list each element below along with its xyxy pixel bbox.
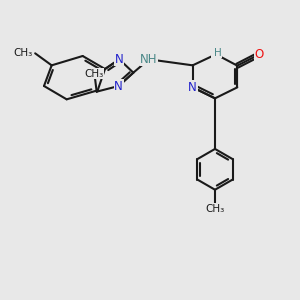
Text: H: H	[214, 48, 221, 58]
Text: CH₃: CH₃	[85, 69, 104, 79]
Text: N: N	[115, 53, 124, 66]
Text: NH: NH	[140, 53, 158, 66]
Text: CH₃: CH₃	[13, 48, 32, 58]
Text: N: N	[114, 80, 123, 92]
Text: N: N	[188, 81, 197, 94]
Text: O: O	[255, 48, 264, 61]
Text: N: N	[212, 48, 220, 61]
Text: CH₃: CH₃	[206, 204, 225, 214]
